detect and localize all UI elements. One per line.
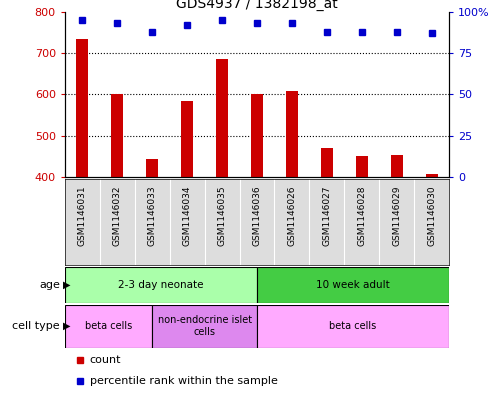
Text: age: age — [39, 280, 60, 290]
Text: GSM1146026: GSM1146026 — [287, 186, 296, 246]
Text: GSM1146033: GSM1146033 — [148, 186, 157, 246]
Text: GSM1146030: GSM1146030 — [427, 186, 436, 246]
Text: percentile rank within the sample: percentile rank within the sample — [90, 376, 278, 386]
Text: GSM1146031: GSM1146031 — [78, 186, 87, 246]
Bar — [321, 149, 333, 177]
Text: GSM1146032: GSM1146032 — [113, 186, 122, 246]
Text: ▶: ▶ — [63, 280, 71, 290]
Text: count: count — [90, 354, 121, 365]
Bar — [286, 91, 298, 177]
Text: GSM1146029: GSM1146029 — [392, 186, 401, 246]
Text: GSM1146035: GSM1146035 — [218, 186, 227, 246]
Bar — [426, 174, 438, 177]
Bar — [356, 156, 368, 177]
Title: GDS4937 / 1382198_at: GDS4937 / 1382198_at — [176, 0, 338, 11]
Bar — [65, 267, 257, 303]
Text: beta cells: beta cells — [85, 321, 132, 331]
Text: GSM1146036: GSM1146036 — [252, 186, 261, 246]
Bar — [257, 267, 449, 303]
Bar — [391, 155, 403, 177]
Bar — [181, 101, 193, 177]
Text: beta cells: beta cells — [329, 321, 377, 331]
Text: non-endocrine islet
cells: non-endocrine islet cells — [158, 316, 251, 337]
Bar — [257, 305, 449, 348]
Text: GSM1146028: GSM1146028 — [357, 186, 366, 246]
Text: 2-3 day neonate: 2-3 day neonate — [118, 280, 204, 290]
Bar — [111, 94, 123, 177]
Bar — [216, 59, 228, 177]
Bar — [146, 159, 158, 177]
Text: GSM1146034: GSM1146034 — [183, 186, 192, 246]
Text: GSM1146027: GSM1146027 — [322, 186, 331, 246]
Text: ▶: ▶ — [63, 321, 71, 331]
Bar — [251, 94, 263, 177]
Text: 10 week adult: 10 week adult — [316, 280, 390, 290]
Bar — [76, 39, 88, 177]
Bar — [65, 305, 152, 348]
Text: cell type: cell type — [12, 321, 60, 331]
Bar — [152, 305, 257, 348]
